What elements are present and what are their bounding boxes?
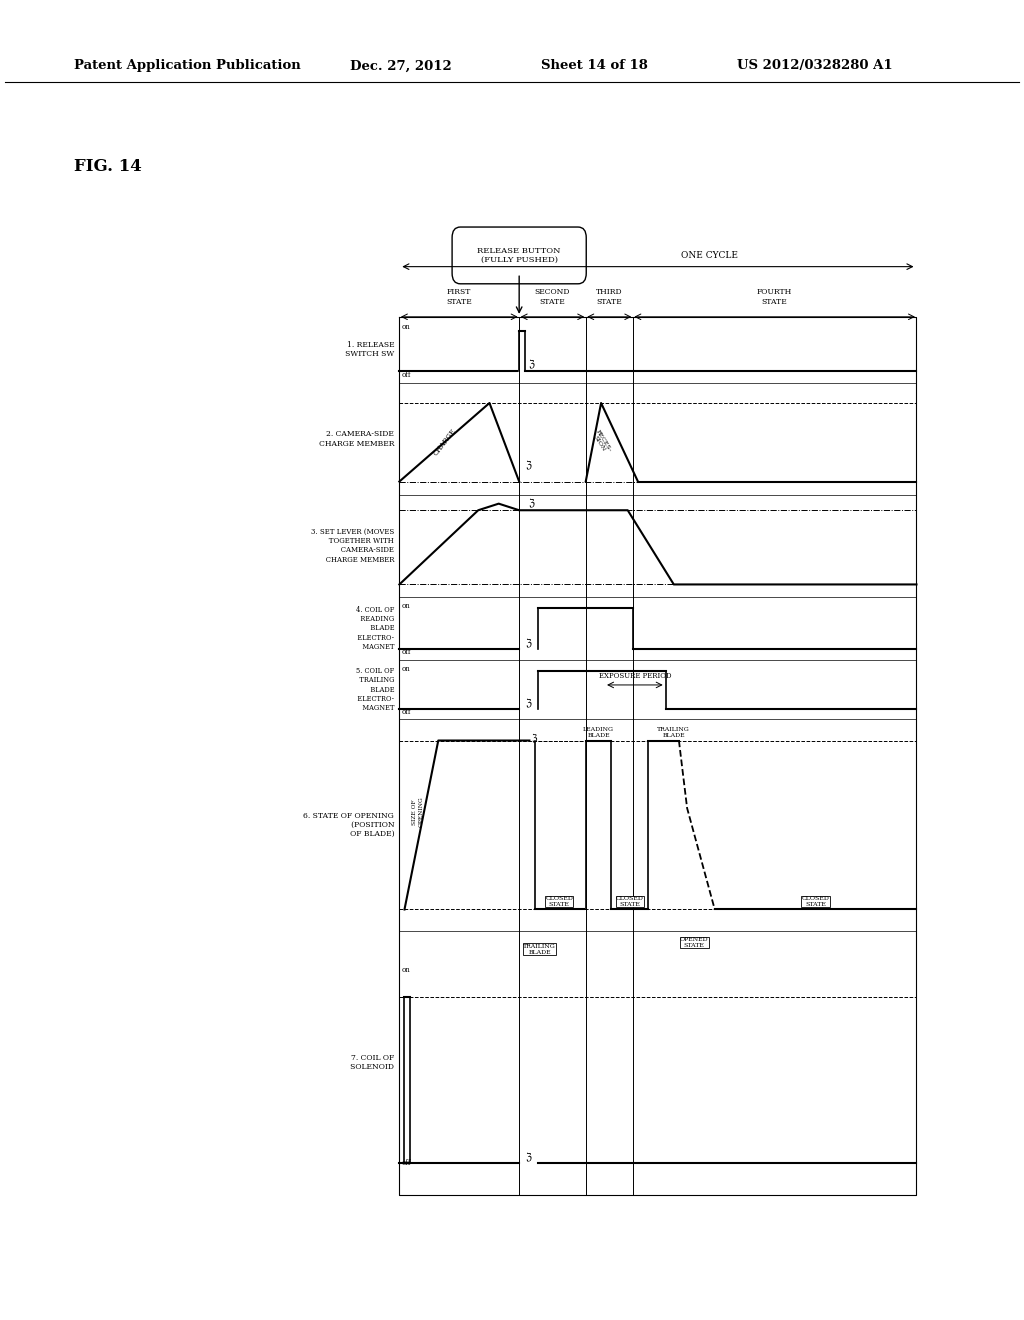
Text: ℨ: ℨ [531,734,538,742]
Text: ℨ: ℨ [526,639,532,648]
Text: 1. RELEASE
   SWITCH SW: 1. RELEASE SWITCH SW [338,341,394,359]
Text: TRAILING
BLADE: TRAILING BLADE [523,944,556,954]
Text: RELEASE BUTTON
(FULLY PUSHED): RELEASE BUTTON (FULLY PUSHED) [477,247,561,264]
Text: off: off [401,371,411,379]
Text: 7. COIL OF
   SOLENOID: 7. COIL OF SOLENOID [343,1053,394,1072]
Text: on: on [401,966,411,974]
Text: Dec. 27, 2012: Dec. 27, 2012 [350,59,452,73]
Text: CHARGE: CHARGE [431,428,458,457]
Text: on: on [401,665,411,673]
Text: SECOND
STATE: SECOND STATE [535,288,570,306]
Text: ℨ: ℨ [526,1152,532,1163]
Text: 5. COIL OF
   TRAILING
   BLADE
   ELECTRO-
   MAGNET: 5. COIL OF TRAILING BLADE ELECTRO- MAGNE… [351,668,394,711]
Text: FIG. 14: FIG. 14 [74,158,141,176]
Text: on: on [401,322,411,331]
Text: FOURTH
STATE: FOURTH STATE [757,288,793,306]
Text: CLOSED
STATE: CLOSED STATE [615,896,644,907]
Text: 3. SET LEVER (MOVES
   TOGETHER WITH
   CAMERA-SIDE
   CHARGE MEMBER: 3. SET LEVER (MOVES TOGETHER WITH CAMERA… [311,528,394,564]
Text: EXPOSURE PERIOD: EXPOSURE PERIOD [599,672,671,680]
Text: 4. COIL OF
   READING
   BLADE
   ELECTRO-
   MAGNET: 4. COIL OF READING BLADE ELECTRO- MAGNET [351,606,394,651]
Text: US 2012/0328280 A1: US 2012/0328280 A1 [737,59,893,73]
Text: Patent Application Publication: Patent Application Publication [74,59,300,73]
Text: off: off [401,1159,411,1167]
Text: off: off [401,709,411,717]
Text: ℨ: ℨ [526,698,532,709]
Text: ℨ: ℨ [528,499,535,508]
Text: THIRD
STATE: THIRD STATE [596,288,623,306]
Text: 2. CAMERA-SIDE
   CHARGE MEMBER: 2. CAMERA-SIDE CHARGE MEMBER [311,430,394,447]
Text: 6. STATE OF OPENING
   (POSITION
   OF BLADE): 6. STATE OF OPENING (POSITION OF BLADE) [303,812,394,838]
Text: OPENED
STATE: OPENED STATE [680,937,709,948]
Text: CLOSED
STATE: CLOSED STATE [802,896,829,907]
Text: CLOSED
STATE: CLOSED STATE [545,896,573,907]
Text: ℨ: ℨ [526,461,532,471]
Text: FIRST
STATE: FIRST STATE [446,288,472,306]
Text: TRAILING
BLADE: TRAILING BLADE [657,727,690,738]
Text: off: off [401,648,411,656]
FancyBboxPatch shape [453,227,586,284]
Text: LEADING
BLADE: LEADING BLADE [583,727,614,738]
Text: Sheet 14 of 18: Sheet 14 of 18 [541,59,647,73]
Text: ℨ: ℨ [528,359,535,370]
Text: SIZE OF
OPENING: SIZE OF OPENING [413,796,423,828]
Text: RECES-
SION: RECES- SION [591,429,612,455]
Text: ONE CYCLE: ONE CYCLE [681,251,737,260]
Text: on: on [401,602,411,610]
